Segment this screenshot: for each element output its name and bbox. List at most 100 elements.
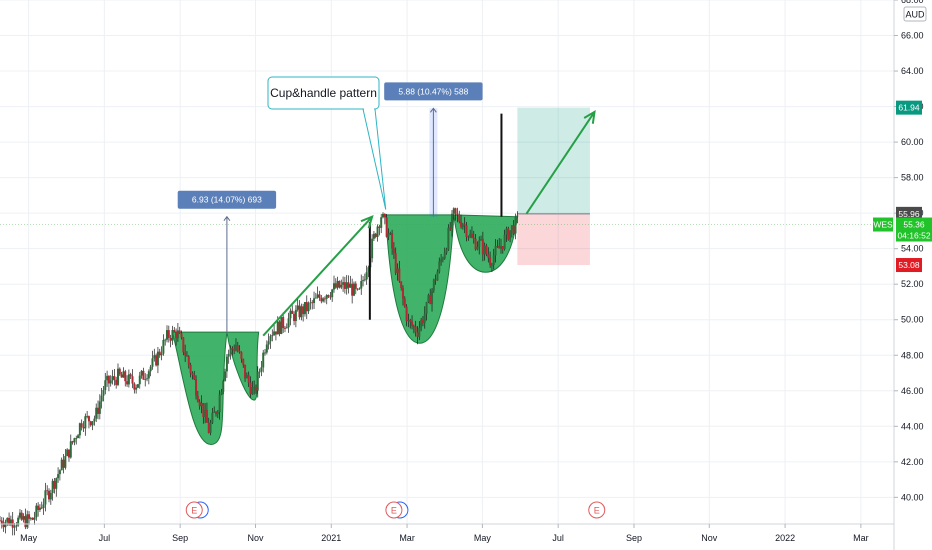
- y-tick-label: 42.00: [901, 457, 924, 467]
- candle-body: [77, 435, 80, 439]
- candle-body: [198, 401, 201, 407]
- earnings-marker-label: E: [391, 506, 397, 516]
- current-price-tag-box: [896, 217, 932, 242]
- candle-body: [256, 371, 259, 391]
- callout-box: [267, 76, 380, 110]
- candle-body: [126, 381, 129, 385]
- candle-body: [389, 233, 392, 234]
- candle-body: [450, 213, 453, 229]
- candle-body: [118, 368, 121, 375]
- candle-body: [175, 331, 178, 339]
- y-tick-label: 48.00: [901, 350, 924, 360]
- x-tick-label: May: [20, 533, 38, 543]
- candle-body: [418, 327, 421, 337]
- candle-body: [9, 519, 12, 525]
- candle-body: [245, 375, 248, 379]
- candle-body: [298, 305, 301, 318]
- trend-arrow-head: [583, 109, 596, 124]
- candle-body: [262, 352, 265, 368]
- candle-body: [240, 352, 243, 360]
- candle-body: [492, 255, 495, 265]
- grid: [0, 0, 894, 524]
- candle-body: [113, 376, 116, 380]
- trend-arrow-line: [525, 111, 596, 215]
- candle-body: [247, 375, 250, 383]
- candle-body: [155, 355, 158, 366]
- y-tick-label: 52.00: [901, 279, 924, 289]
- candle-body: [325, 295, 328, 299]
- candle-body: [196, 395, 199, 402]
- candle-body: [445, 249, 448, 253]
- candle-body: [485, 245, 488, 255]
- candle-body: [136, 384, 139, 388]
- candle-body: [496, 245, 499, 247]
- price-tag-label: 61.94: [898, 103, 920, 113]
- candle-body: [307, 303, 310, 312]
- candle-body: [363, 279, 366, 281]
- y-tick-labels: 40.00 42.00 44.00 46.00 48.00 50.00 52.00 54.00…: [894, 0, 924, 502]
- candle-body: [374, 233, 377, 237]
- candle-body: [207, 422, 210, 433]
- candle-body: [314, 297, 317, 299]
- candle-body: [305, 301, 308, 312]
- candle-body: [22, 516, 25, 520]
- axes: [0, 0, 895, 550]
- candle-body: [440, 259, 443, 262]
- candle-body: [302, 306, 305, 315]
- candle-body: [289, 310, 292, 319]
- candle-body: [407, 319, 410, 322]
- candle-body: [331, 289, 334, 298]
- candle-body: [414, 326, 417, 333]
- candle-body: [91, 421, 94, 426]
- candle-body: [469, 233, 472, 237]
- y-tick-label: 46.00: [901, 386, 924, 396]
- candle-body: [95, 407, 98, 419]
- candle-body: [427, 295, 430, 303]
- candle-body: [37, 505, 40, 510]
- candle-body: [383, 213, 386, 218]
- candle-body: [187, 356, 190, 365]
- earnings-marker-label: E: [191, 506, 197, 516]
- candle-body: [431, 290, 434, 305]
- callout-pointer: [362, 108, 387, 210]
- candle-body: [421, 319, 424, 323]
- candle-body: [218, 394, 221, 413]
- candle-body: [463, 224, 466, 226]
- candle-body: [476, 246, 479, 250]
- candle-body: [42, 504, 45, 509]
- candle-body: [356, 288, 359, 290]
- candle-body: [258, 371, 261, 373]
- candle-body: [254, 386, 257, 391]
- candle-body: [189, 364, 192, 374]
- candle-body: [202, 402, 205, 418]
- candle-body: [434, 279, 437, 281]
- candle-body: [354, 283, 357, 289]
- candle-body: [60, 459, 63, 471]
- candle-body: [323, 298, 326, 300]
- candle-body: [300, 306, 303, 318]
- candles: [0, 113, 519, 536]
- y-tick-label: 50.00: [901, 315, 924, 325]
- candle-body: [343, 282, 346, 289]
- ticker-tag-label: WES: [873, 220, 893, 230]
- candle-body: [107, 375, 110, 384]
- candle-body: [349, 283, 352, 288]
- candle-body: [392, 248, 395, 254]
- candle-body: [24, 516, 27, 528]
- candle-body: [98, 401, 101, 414]
- candle-body: [193, 374, 196, 380]
- candle-body: [166, 330, 169, 340]
- candle-body: [104, 380, 107, 390]
- position-zones: [0, 107, 894, 266]
- currency-badge[interactable]: AUD: [903, 6, 927, 22]
- candle-body: [57, 474, 60, 479]
- candle-body: [0, 520, 3, 525]
- y-tick-label: 66.00: [901, 31, 924, 41]
- candle-body: [403, 298, 406, 307]
- x-tick-label: Sep: [626, 533, 642, 543]
- price-tag-box: [896, 258, 922, 273]
- candle-body: [40, 507, 43, 509]
- drawings: 6.93 (14.07%) 693 5.88 (10.47%) 588 Cup&ha…: [177, 76, 606, 519]
- candle-body: [425, 302, 428, 314]
